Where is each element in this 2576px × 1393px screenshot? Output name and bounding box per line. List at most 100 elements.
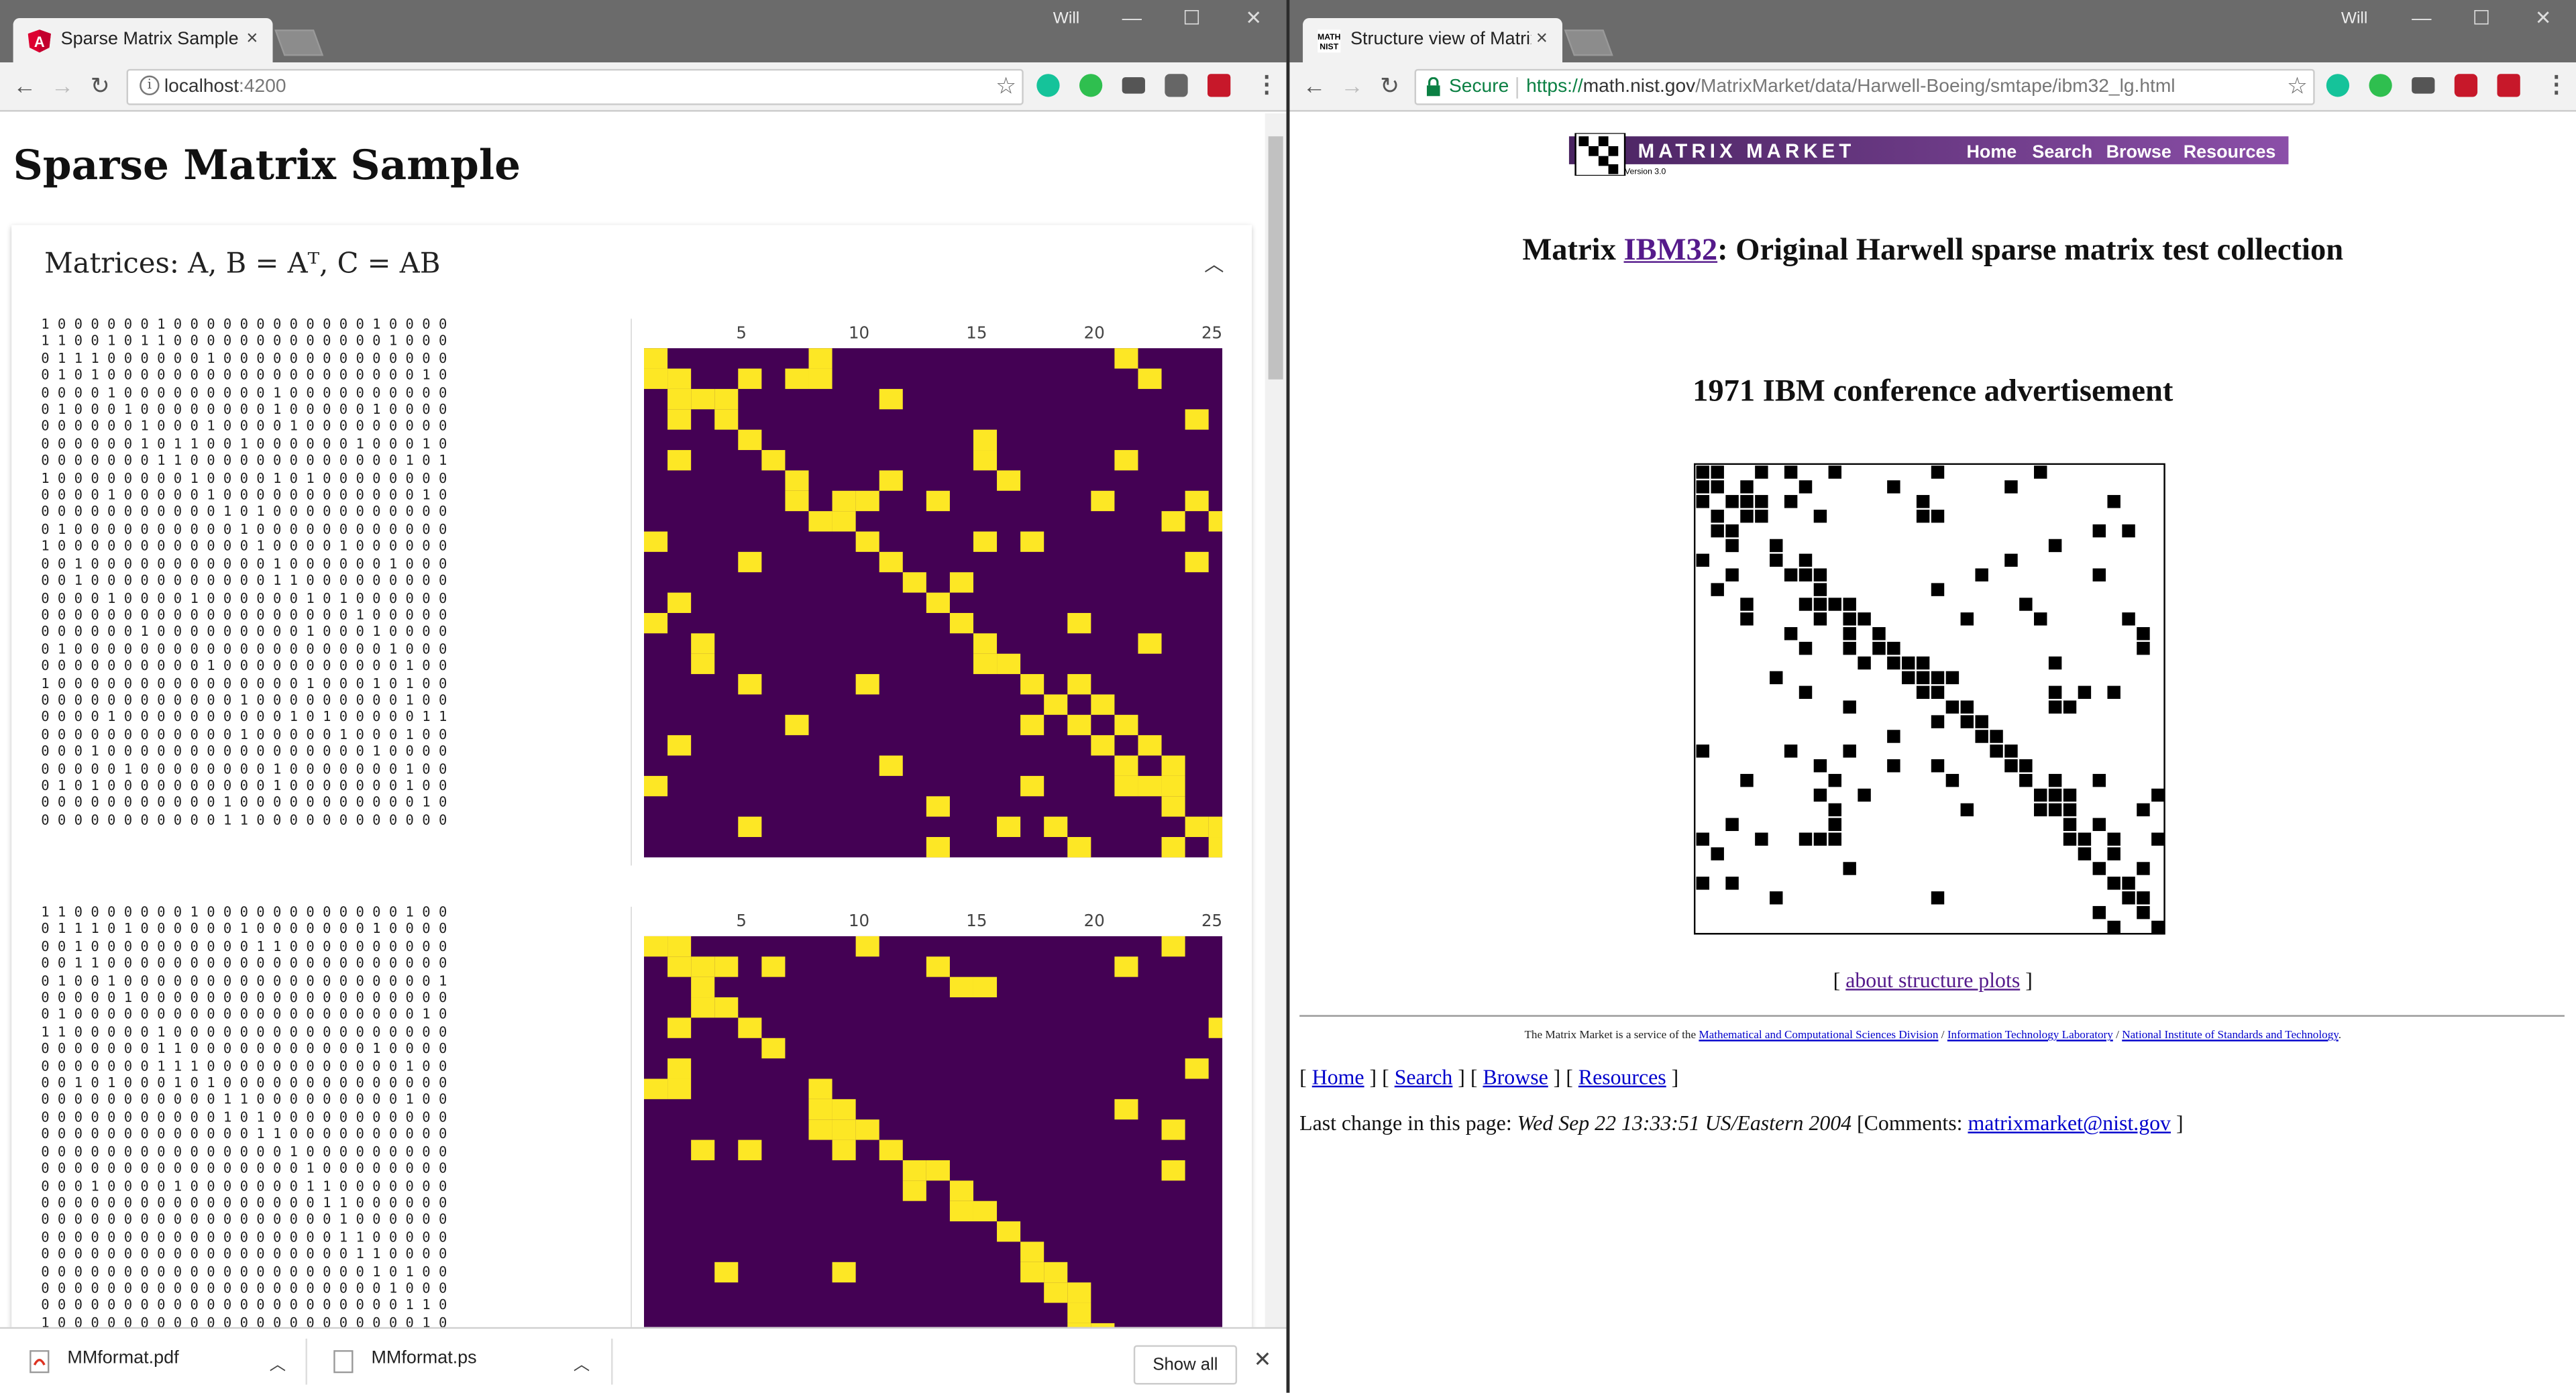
banner-nav-resources[interactable]: Resources [2184,142,2276,162]
footer-search-link[interactable]: Search [1394,1064,1453,1089]
heatmap-a-cell [1185,490,1209,512]
structure-plot-nonzero [1916,671,1930,685]
about-structure-plots: [ about structure plots ] [1833,967,2033,993]
bookmark-star-icon[interactable]: ☆ [2287,72,2308,99]
browser-window-left: A Sparse Matrix Sample × Will — ☐ ✕ ← → … [0,0,1287,1393]
about-structure-plots-link[interactable]: about structure plots [1845,967,2021,993]
tab-structure-view[interactable]: MATH NIST Structure view of Matrix I × [1303,17,1562,63]
matrix-b-row: 1 1 0 0 0 0 0 1 0 0 0 0 0 0 0 0 0 0 0 0 … [41,1023,447,1040]
footer-browse-link[interactable]: Browse [1483,1064,1548,1089]
extension-green-icon[interactable] [1079,74,1103,97]
scrollbar[interactable] [1265,113,1287,1327]
itl-link[interactable]: Information Technology Laboratory [1947,1028,2113,1042]
ublock-icon[interactable] [2454,74,2478,97]
download-item-pdf[interactable]: MMformat.pdf [67,1348,179,1369]
forward-icon[interactable]: → [50,72,74,99]
info-icon[interactable]: i [140,75,160,96]
email-link[interactable]: matrixmarket@nist.gov [1968,1110,2171,1135]
structure-plot-nonzero [1755,495,1768,508]
close-icon[interactable]: ✕ [1253,1347,1272,1372]
structure-plot-nonzero [1931,509,1945,523]
extension-red-icon[interactable] [2497,74,2520,97]
heatmap-b-cell [879,1139,903,1160]
structure-plot-nonzero [1931,465,1945,479]
heatmap-a-cell [879,755,903,776]
tab-sparse-matrix-sample[interactable]: A Sparse Matrix Sample × [13,17,273,63]
shield-icon[interactable] [1165,74,1188,97]
checkerboard-logo [1574,133,1626,176]
structure-plot-nonzero [1696,480,1710,494]
maximize-icon[interactable]: ☐ [1183,6,1201,30]
footer-home-link[interactable]: Home [1311,1064,1364,1089]
mail-icon[interactable] [2412,77,2435,94]
heatmap-a-cell [997,653,1021,675]
mail-icon[interactable] [1122,77,1145,94]
reload-icon[interactable]: ↻ [1380,72,1399,99]
bookmark-star-icon[interactable]: ☆ [996,72,1016,99]
chevron-up-icon[interactable]: ︿ [269,1356,286,1375]
structure-plot-nonzero [2137,891,2150,905]
heatmap-a-cell [973,531,998,552]
show-all-button[interactable]: Show all [1133,1345,1238,1385]
new-tab-button[interactable] [1564,30,1613,56]
tab-title: Sparse Matrix Sample [60,30,239,50]
browser-menu-icon[interactable]: ⋮ [2544,70,2568,97]
banner-nav-search[interactable]: Search [2032,142,2092,162]
profile-name[interactable]: Will [1053,9,1080,28]
structure-plot-nonzero [2137,905,2150,920]
extension-red-icon[interactable] [1208,74,1231,97]
close-window-icon[interactable]: ✕ [1245,6,1262,30]
heatmap-a-cell [808,348,833,369]
grammarly-icon[interactable] [2326,74,2350,97]
structure-plot-nonzero [2048,700,2062,714]
structure-plot-nonzero [2063,803,2077,817]
extension-green-icon[interactable] [2369,74,2392,97]
address-bar[interactable]: Secure https://math.nist.gov/MatrixMarke… [1414,68,2315,105]
structure-plot [1693,463,2165,935]
new-tab-button[interactable] [274,30,324,56]
structure-plot-nonzero [1813,612,1827,626]
structure-plot-nonzero [1990,744,2003,758]
download-item-ps[interactable]: MMformat.ps [371,1348,477,1369]
close-tab-icon[interactable]: × [1536,26,1548,50]
structure-plot-nonzero [1931,891,1945,905]
chevron-up-icon[interactable]: ︿ [1204,253,1224,276]
minimize-icon[interactable]: — [1122,6,1142,30]
structure-plot-nonzero [1828,818,1842,832]
heatmap-a-cell [855,674,879,695]
structure-plot-nonzero [1813,509,1827,523]
address-bar[interactable]: i localhost:4200 ☆ [126,68,1024,105]
structure-plot-nonzero [1696,495,1710,508]
maximize-icon[interactable]: ☐ [2472,6,2491,30]
back-icon[interactable]: ← [1303,72,1326,99]
structure-plot-nonzero [1711,465,1724,479]
banner-nav-home[interactable]: Home [1966,142,2017,162]
chevron-up-icon[interactable]: ︿ [573,1356,590,1375]
structure-plot-nonzero [1843,700,1856,714]
structure-plot-nonzero [1784,568,1798,581]
ibm32-link[interactable]: IBM32 [1623,233,1718,268]
grammarly-icon[interactable] [1036,74,1060,97]
scroll-thumb[interactable] [1268,136,1283,380]
structure-plot-nonzero [2019,773,2033,787]
close-tab-icon[interactable]: × [246,26,258,50]
browser-menu-icon[interactable]: ⋮ [1255,70,1279,97]
minimize-icon[interactable]: — [2412,6,2432,30]
forward-icon[interactable]: → [1340,72,1364,99]
reload-icon[interactable]: ↻ [90,72,110,99]
banner-nav-browse[interactable]: Browse [2106,142,2171,162]
angular-icon: A [28,30,51,53]
close-window-icon[interactable]: ✕ [2534,6,2552,30]
nist-link[interactable]: National Institute of Standards and Tech… [2122,1028,2339,1042]
mcsd-link[interactable]: Mathematical and Computational Sciences … [1699,1028,1939,1042]
footer-resources-link[interactable]: Resources [1578,1064,1666,1089]
structure-plot-nonzero [1960,700,1974,714]
structure-plot-nonzero [1828,598,1842,611]
matrix-b-row: 0 0 0 0 0 0 0 0 0 0 0 1 1 0 0 0 0 0 0 0 … [41,1091,447,1108]
structure-plot-nonzero [2137,641,2150,655]
profile-name[interactable]: Will [2341,9,2368,28]
matrix-a-row: 0 1 0 1 0 0 0 0 0 0 0 0 0 0 1 0 0 0 0 0 … [41,777,447,793]
heatmap-a-cell [1185,409,1209,430]
back-icon[interactable]: ← [13,72,36,99]
heatmap-a-cell [785,470,809,491]
